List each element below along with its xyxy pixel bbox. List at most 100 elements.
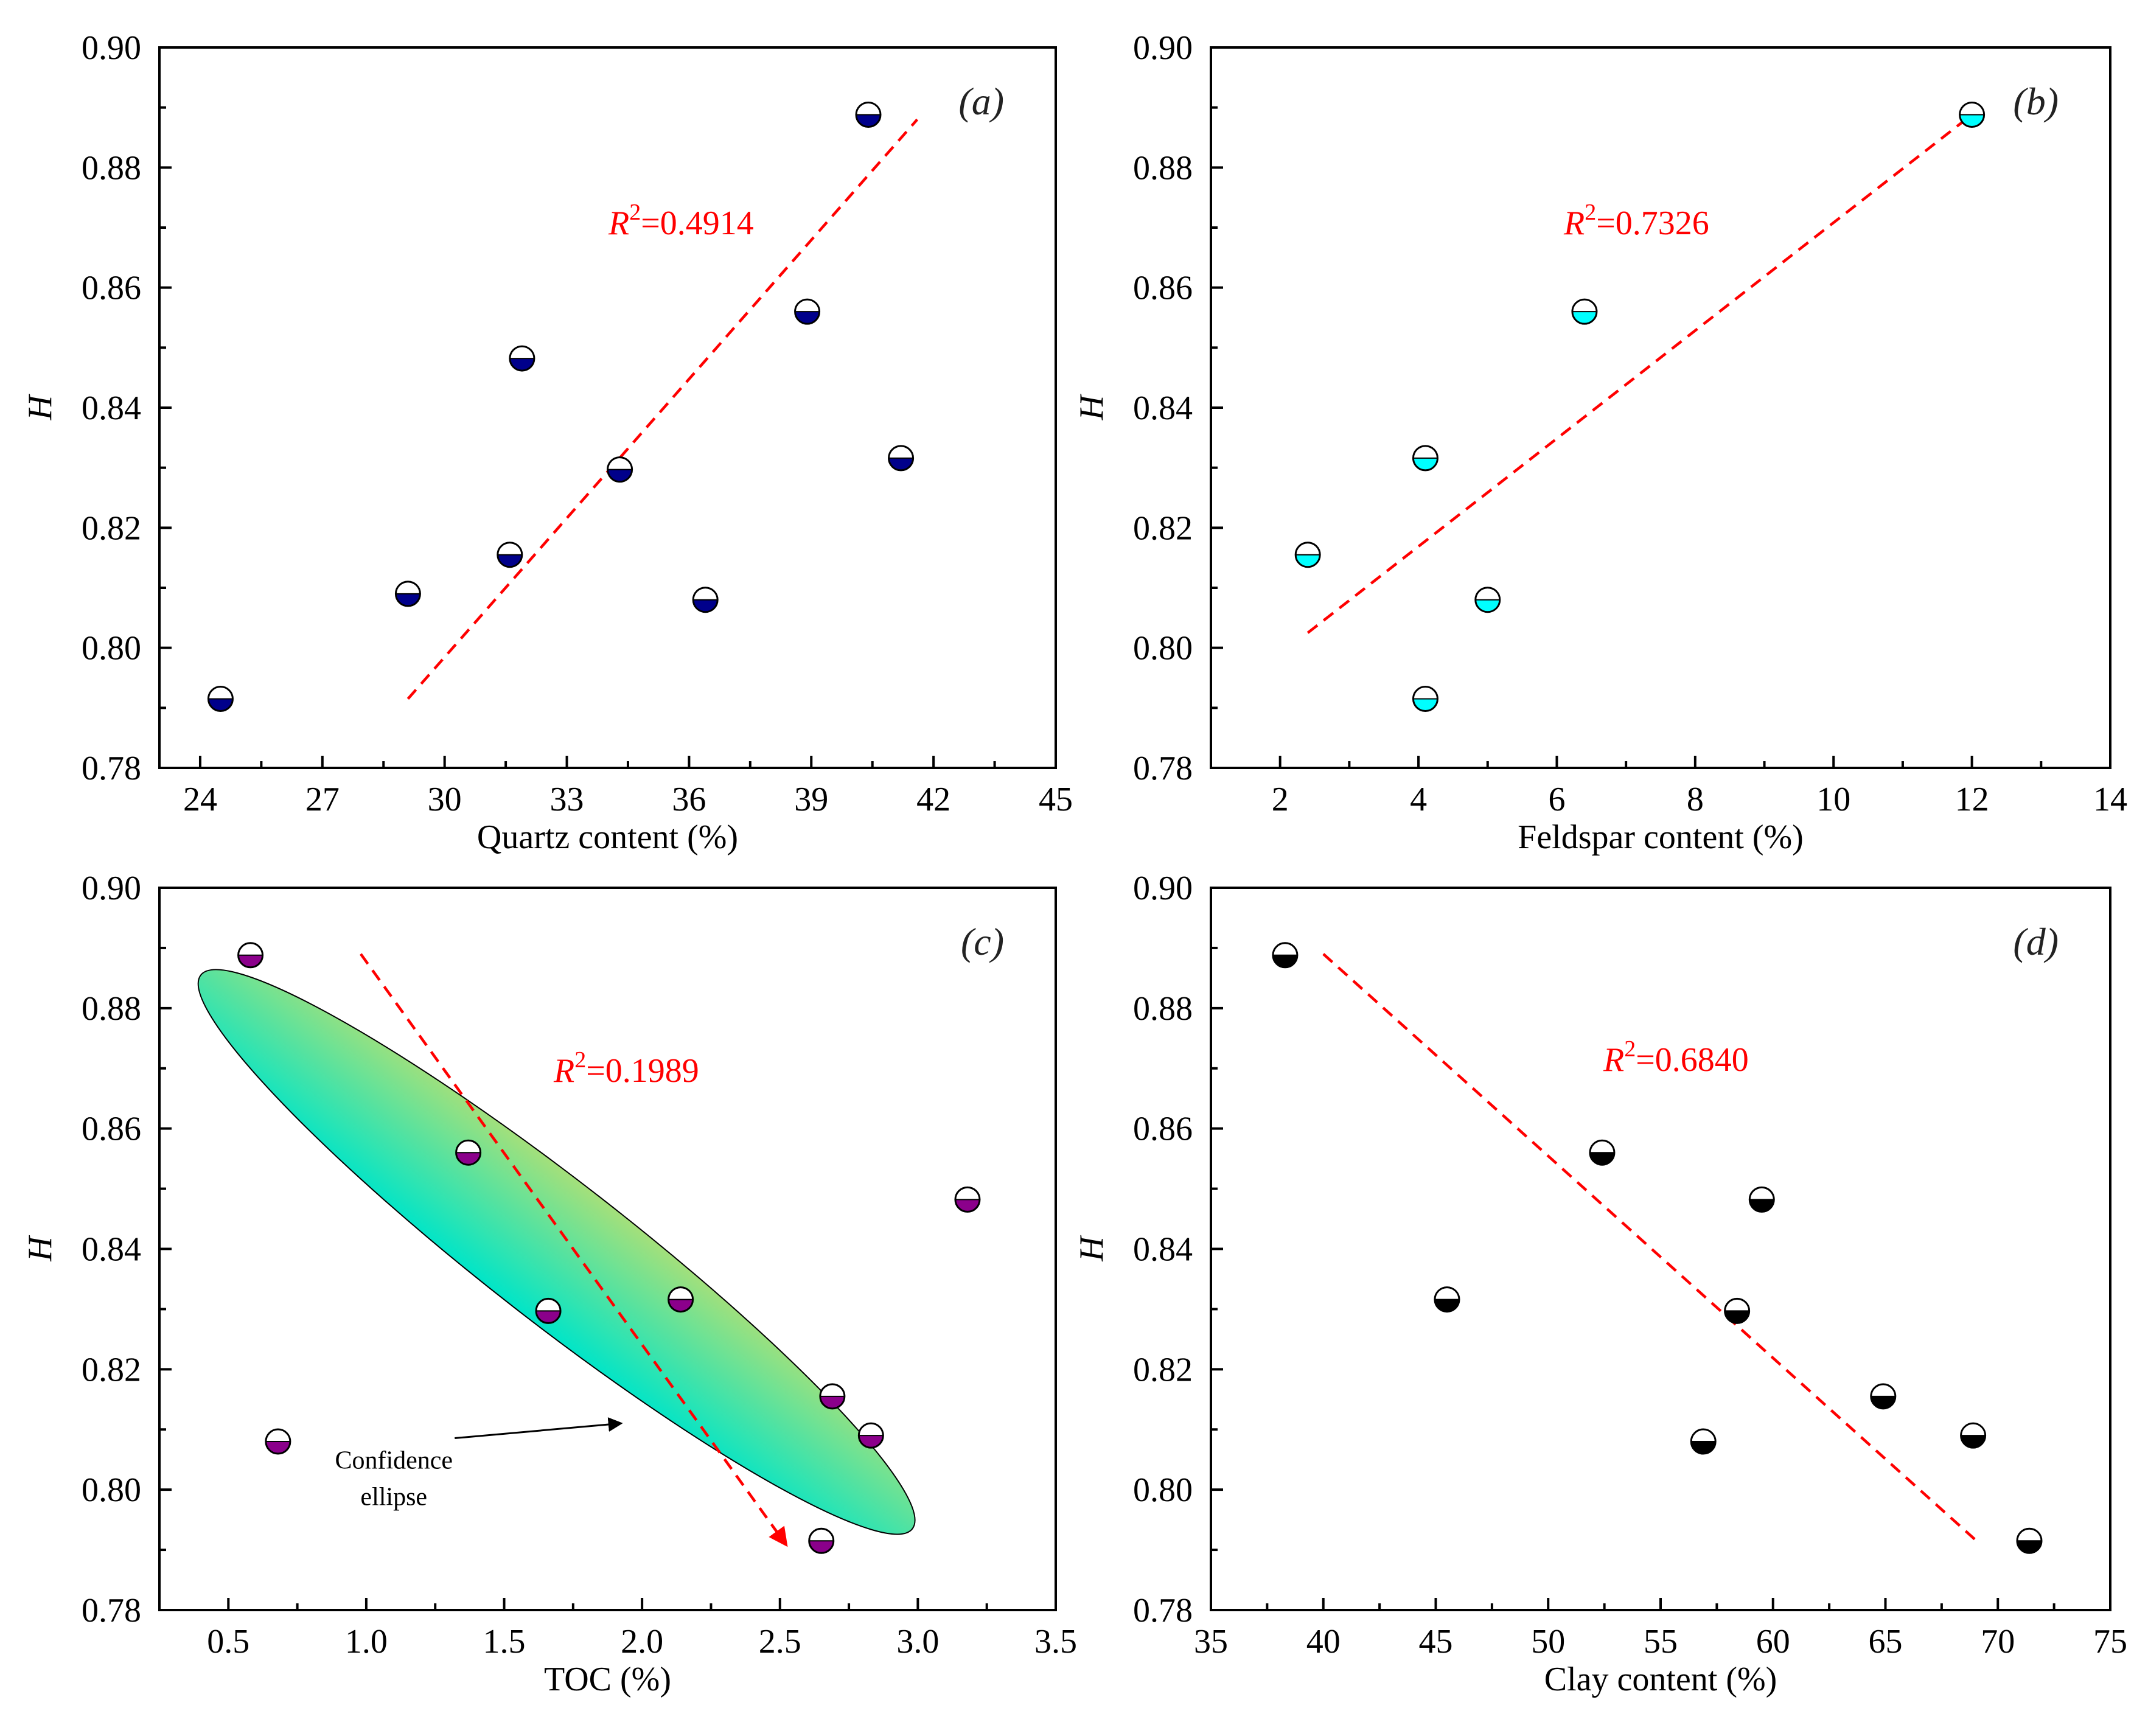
y-tick-label: 0.80 bbox=[1133, 1471, 1193, 1509]
data-point bbox=[808, 1527, 835, 1554]
x-axis-title: Clay content (%) bbox=[1544, 1661, 1777, 1698]
data-point bbox=[1474, 587, 1501, 613]
panel-label: (c) bbox=[961, 920, 1004, 963]
data-point bbox=[1272, 942, 1299, 969]
data-point bbox=[1748, 1186, 1775, 1213]
y-tick-label: 0.88 bbox=[82, 990, 141, 1028]
data-point bbox=[1294, 542, 1321, 568]
y-tick-label: 0.90 bbox=[1133, 29, 1193, 67]
data-point bbox=[2016, 1527, 2043, 1554]
x-tick-label: 60 bbox=[1756, 1623, 1790, 1661]
r-squared-label: R2=0.7326 bbox=[1563, 200, 1709, 242]
x-tick-label: 30 bbox=[428, 781, 462, 818]
y-tick-label: 0.82 bbox=[82, 509, 141, 547]
y-axis-title: H bbox=[21, 394, 59, 420]
x-tick-label: 65 bbox=[1869, 1623, 1903, 1661]
r-squared-symbol: R bbox=[553, 1052, 574, 1090]
y-tick-label: 0.84 bbox=[82, 389, 141, 427]
r-squared-label: R2=0.4914 bbox=[608, 200, 754, 242]
x-axis-title: Feldspar content (%) bbox=[1518, 818, 1804, 856]
x-tick-label: 2.5 bbox=[759, 1623, 801, 1661]
y-tick-label: 0.86 bbox=[1133, 270, 1193, 307]
x-tick-label: 12 bbox=[1955, 781, 1989, 818]
panel-b: 2 4 6 8 10 12 14 0.78 0.80 0.82 0.84 0.86 0.88 0.90 Fe… bbox=[1073, 29, 2127, 856]
data-point bbox=[668, 1286, 694, 1313]
panel-d: 35 40 45 50 55 60 65 70 75 0.78 0.80 0.82 0.84 0.86 0.… bbox=[1073, 870, 2127, 1698]
plot-frame bbox=[158, 46, 1057, 769]
x-tick-label: 3.0 bbox=[896, 1623, 939, 1661]
y-tick-label: 0.82 bbox=[1133, 1351, 1193, 1389]
y-tick-label: 0.90 bbox=[82, 870, 141, 907]
y-tick-label: 0.90 bbox=[82, 29, 141, 67]
data-point bbox=[1870, 1383, 1897, 1410]
panel-c: 0.5 1.0 1.5 2.0 2.5 3.0 3.5 0.78 0.80 0.82 0.84 0.8… bbox=[21, 870, 1077, 1698]
x-tick-label: 2 bbox=[1272, 781, 1289, 818]
data-point bbox=[207, 686, 234, 713]
y-tick-label: 0.86 bbox=[1133, 1110, 1193, 1148]
panel-label: (b) bbox=[2013, 80, 2059, 123]
data-point bbox=[1724, 1297, 1751, 1324]
r-squared-exponent: 2 bbox=[1624, 1036, 1636, 1062]
x-tick-label: 8 bbox=[1687, 781, 1704, 818]
y-tick-label: 0.82 bbox=[1133, 509, 1193, 547]
data-point bbox=[455, 1139, 482, 1166]
x-tick-label: 1.0 bbox=[345, 1623, 388, 1661]
x-tick-label: 6 bbox=[1548, 781, 1565, 818]
x-tick-label: 50 bbox=[1531, 1623, 1565, 1661]
panel-label: (a) bbox=[958, 80, 1004, 123]
r-squared-value: =0.6840 bbox=[1636, 1041, 1749, 1079]
y-tick-label: 0.80 bbox=[82, 1471, 141, 1509]
r-squared-symbol: R bbox=[608, 204, 629, 242]
x-tick-label: 35 bbox=[1194, 1623, 1228, 1661]
y-tick-label: 0.84 bbox=[82, 1231, 141, 1269]
x-tick-label: 45 bbox=[1039, 781, 1073, 818]
data-point bbox=[265, 1428, 291, 1455]
x-tick-label: 14 bbox=[2093, 781, 2127, 818]
x-tick-label: 40 bbox=[1306, 1623, 1341, 1661]
x-axis-title: Quartz content (%) bbox=[477, 818, 738, 856]
r-squared-value: =0.1989 bbox=[586, 1052, 699, 1090]
x-tick-label: 75 bbox=[2093, 1623, 2127, 1661]
y-axis-title: H bbox=[21, 1235, 59, 1262]
y-tick-label: 0.78 bbox=[82, 750, 141, 787]
r-squared-label: R2=0.6840 bbox=[1603, 1036, 1749, 1079]
x-tick-label: 33 bbox=[550, 781, 584, 818]
r-squared-value: =0.4914 bbox=[641, 204, 754, 242]
data-point bbox=[607, 456, 633, 483]
data-point bbox=[509, 345, 535, 372]
data-point bbox=[857, 1422, 884, 1449]
data-point bbox=[1571, 298, 1598, 325]
x-tick-label: 2.0 bbox=[621, 1623, 663, 1661]
data-point bbox=[819, 1383, 846, 1410]
annotation-text: Confidence bbox=[335, 1447, 453, 1475]
x-tick-label: 36 bbox=[672, 781, 706, 818]
trend-line bbox=[406, 118, 919, 700]
y-tick-label: 0.82 bbox=[82, 1351, 141, 1389]
y-tick-label: 0.86 bbox=[82, 270, 141, 307]
data-point bbox=[497, 542, 523, 568]
y-tick-label: 0.78 bbox=[82, 1592, 141, 1630]
annotation-arrow bbox=[455, 1417, 623, 1440]
y-tick-label: 0.78 bbox=[1133, 750, 1193, 787]
r-squared-symbol: R bbox=[1603, 1041, 1624, 1079]
y-tick-label: 0.88 bbox=[1133, 149, 1193, 187]
x-tick-label: 24 bbox=[183, 781, 217, 818]
y-axis-title: H bbox=[1073, 1235, 1111, 1262]
r-squared-value: =0.7326 bbox=[1596, 204, 1709, 242]
annotation-text: ellipse bbox=[360, 1483, 427, 1511]
data-point bbox=[1589, 1139, 1616, 1166]
data-point bbox=[394, 580, 421, 607]
x-tick-label: 4 bbox=[1410, 781, 1427, 818]
x-tick-label: 1.5 bbox=[483, 1623, 526, 1661]
plot-frame bbox=[1210, 887, 2111, 1611]
y-tick-label: 0.78 bbox=[1133, 1592, 1193, 1630]
y-axis-title: H bbox=[1073, 394, 1111, 420]
y-tick-label: 0.84 bbox=[1133, 1231, 1193, 1269]
y-tick-label: 0.88 bbox=[1133, 990, 1193, 1028]
r-squared-symbol: R bbox=[1563, 204, 1585, 242]
data-point bbox=[954, 1186, 981, 1213]
data-point bbox=[1959, 102, 1986, 128]
x-tick-label: 45 bbox=[1419, 1623, 1453, 1661]
trend-line bbox=[1322, 953, 1981, 1545]
